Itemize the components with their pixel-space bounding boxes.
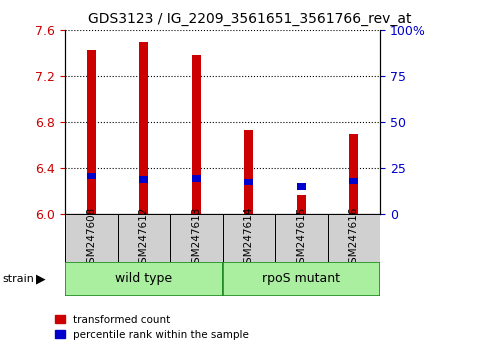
Bar xyxy=(275,214,328,262)
Bar xyxy=(296,183,306,190)
Bar xyxy=(118,214,170,262)
Text: strain: strain xyxy=(2,274,34,284)
Text: wild type: wild type xyxy=(115,272,172,285)
Bar xyxy=(296,195,306,214)
Text: GSM247608: GSM247608 xyxy=(86,206,96,270)
Bar xyxy=(170,214,222,262)
Text: GSM247615: GSM247615 xyxy=(296,206,306,270)
Legend: transformed count, percentile rank within the sample: transformed count, percentile rank withi… xyxy=(55,315,249,340)
Bar xyxy=(139,41,148,214)
Bar xyxy=(86,173,96,179)
Bar xyxy=(65,262,222,296)
Text: rpoS mutant: rpoS mutant xyxy=(262,272,340,285)
Text: GSM247612: GSM247612 xyxy=(139,206,149,270)
Bar xyxy=(328,214,380,262)
Text: GDS3123 / IG_2209_3561651_3561766_rev_at: GDS3123 / IG_2209_3561651_3561766_rev_at xyxy=(88,12,412,27)
Bar xyxy=(244,179,254,185)
Bar xyxy=(139,177,148,183)
Text: GSM247616: GSM247616 xyxy=(349,206,359,270)
Bar xyxy=(244,130,254,214)
Bar xyxy=(222,214,275,262)
Text: ▶: ▶ xyxy=(36,272,46,285)
Text: GSM247613: GSM247613 xyxy=(191,206,201,270)
Bar xyxy=(192,175,201,182)
Bar xyxy=(86,50,96,214)
Bar xyxy=(222,262,380,296)
Bar xyxy=(349,178,358,184)
Bar xyxy=(349,133,358,214)
Bar xyxy=(65,214,118,262)
Text: GSM247614: GSM247614 xyxy=(244,206,254,270)
Bar xyxy=(192,55,201,214)
